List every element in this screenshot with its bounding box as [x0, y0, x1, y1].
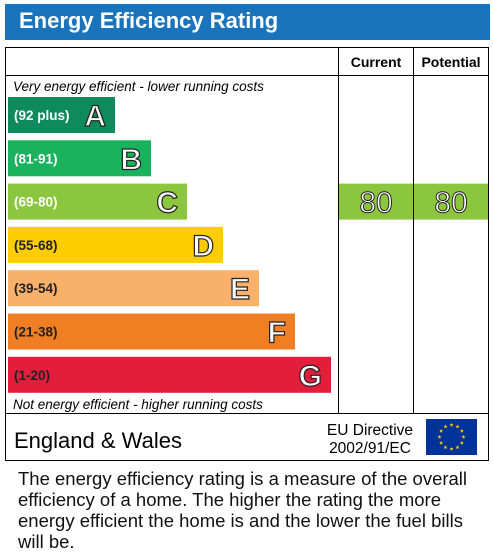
title-bar: Energy Efficiency Rating: [5, 4, 490, 40]
current-rating: 80: [339, 183, 413, 220]
current-column-header: Current: [351, 54, 402, 70]
band-range-f: (21-38): [14, 325, 58, 340]
band-letter-d: D: [192, 230, 214, 263]
band-range-g: (1-20): [14, 368, 50, 383]
band-a: (92 plus) A: [8, 97, 115, 134]
band-bar-a: [8, 97, 115, 133]
eu-star-icon: [455, 424, 460, 429]
chart-title: Energy Efficiency Rating: [19, 8, 279, 33]
chart-frame: [5, 47, 489, 461]
eu-star-icon: [449, 446, 454, 451]
band-letter-a: A: [84, 100, 106, 133]
eu-directive-line2: 2002/91/EC: [329, 440, 411, 457]
band-f: (21-38) F: [8, 313, 295, 350]
current-rating-bar: [339, 183, 413, 220]
eu-star-icon: [437, 434, 442, 439]
potential-rating: 80: [414, 183, 488, 220]
eu-star-icon: [439, 440, 444, 445]
band-range-b: (81-91): [14, 151, 58, 166]
band-d: (55-68) D: [8, 226, 223, 263]
band-bar-d: [8, 226, 223, 263]
eu-star-icon: [443, 424, 448, 429]
eu-star-icon: [459, 428, 464, 433]
band-g: (1-20) G: [8, 356, 331, 393]
rating-description: The energy efficiency rating is a measur…: [18, 468, 468, 552]
energy-rating-chart: Current Potential Very energy efficient …: [5, 47, 489, 461]
eu-directive-line1: EU Directive: [327, 422, 413, 439]
eu-star-icon: [439, 428, 444, 433]
band-bar-b: [8, 140, 151, 177]
band-bar-f: [8, 313, 295, 350]
band-letter-c: C: [156, 187, 178, 220]
band-range-a: (92 plus): [14, 108, 70, 123]
eu-star-icon: [459, 440, 464, 445]
band-b: (81-91) B: [8, 140, 151, 177]
bottom-note: Not energy efficient - higher running co…: [13, 397, 263, 412]
band-c: (69-80) C: [8, 183, 187, 220]
band-bar-c: [8, 183, 187, 220]
band-letter-e: E: [230, 273, 250, 306]
band-bar-g: [8, 356, 331, 393]
eu-star-icon: [443, 445, 448, 450]
band-bar-e: [8, 270, 259, 307]
eu-star-icon: [461, 434, 466, 439]
band-letter-f: F: [268, 317, 286, 350]
band-letter-g: G: [299, 360, 322, 393]
band-letter-b: B: [120, 143, 142, 176]
top-note: Very energy efficient - lower running co…: [13, 79, 264, 94]
eu-star-icon: [455, 445, 460, 450]
potential-rating-bar: [414, 183, 488, 220]
region-label: England & Wales: [14, 428, 182, 453]
eu-flag-icon: [426, 419, 477, 455]
potential-column-header: Potential: [421, 54, 480, 70]
band-range-d: (55-68): [14, 238, 58, 253]
band-range-c: (69-80): [14, 195, 58, 210]
eu-star-icon: [449, 422, 454, 427]
potential-rating-value: 80: [434, 187, 467, 220]
band-e: (39-54) E: [8, 270, 259, 307]
band-range-e: (39-54): [14, 281, 58, 296]
current-rating-value: 80: [359, 187, 392, 220]
